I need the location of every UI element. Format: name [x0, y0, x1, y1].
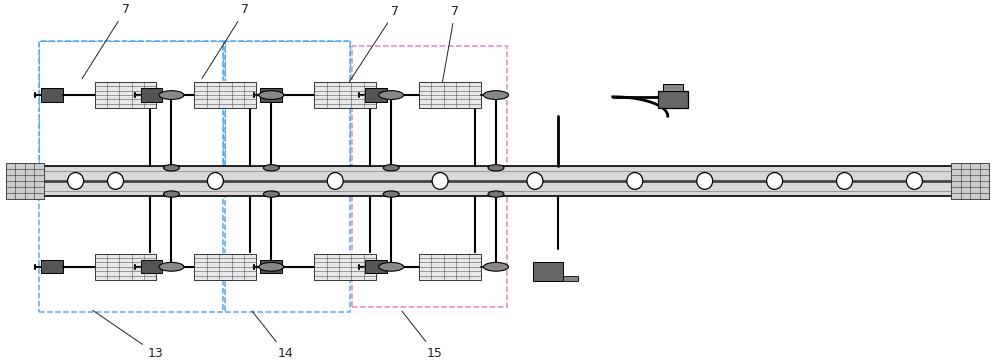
Ellipse shape: [263, 191, 279, 197]
Bar: [141, 88, 162, 102]
Bar: [191, 253, 259, 281]
Bar: [419, 82, 481, 108]
Bar: [311, 253, 379, 281]
Bar: [39, 41, 223, 312]
Ellipse shape: [159, 91, 184, 100]
Ellipse shape: [259, 262, 284, 271]
Ellipse shape: [327, 173, 343, 189]
Ellipse shape: [163, 165, 179, 171]
Bar: [141, 260, 162, 273]
Ellipse shape: [68, 173, 84, 189]
Bar: [658, 91, 688, 108]
Ellipse shape: [488, 165, 504, 171]
Bar: [95, 82, 156, 108]
Bar: [365, 260, 387, 273]
Ellipse shape: [383, 191, 399, 197]
Bar: [225, 41, 350, 172]
Text: 7: 7: [82, 3, 130, 79]
Bar: [311, 81, 379, 109]
Bar: [416, 81, 484, 109]
Bar: [39, 41, 223, 172]
Bar: [419, 254, 481, 280]
Bar: [41, 166, 954, 196]
Bar: [563, 275, 578, 281]
Bar: [41, 260, 63, 273]
Ellipse shape: [627, 173, 643, 189]
Ellipse shape: [159, 262, 184, 271]
Bar: [6, 163, 44, 199]
Text: 13: 13: [93, 311, 163, 360]
Ellipse shape: [207, 173, 223, 189]
Bar: [41, 88, 63, 102]
Ellipse shape: [163, 191, 179, 197]
Ellipse shape: [432, 173, 448, 189]
Bar: [352, 46, 507, 307]
Bar: [260, 260, 282, 273]
Bar: [533, 262, 563, 281]
Ellipse shape: [383, 165, 399, 171]
Bar: [92, 81, 159, 109]
Bar: [191, 81, 259, 109]
Ellipse shape: [263, 165, 279, 171]
Text: 14: 14: [252, 311, 293, 360]
Text: 7: 7: [202, 3, 249, 79]
Ellipse shape: [837, 173, 853, 189]
Bar: [95, 254, 156, 280]
Bar: [365, 88, 387, 102]
Bar: [225, 41, 350, 312]
Ellipse shape: [259, 91, 284, 100]
Ellipse shape: [527, 173, 543, 189]
Bar: [92, 253, 159, 281]
Bar: [314, 82, 376, 108]
Bar: [663, 84, 683, 91]
Bar: [416, 253, 484, 281]
Ellipse shape: [697, 173, 713, 189]
Bar: [951, 163, 989, 199]
Bar: [314, 254, 376, 280]
Ellipse shape: [767, 173, 783, 189]
Text: 7: 7: [347, 5, 399, 86]
Ellipse shape: [488, 191, 504, 197]
Ellipse shape: [484, 262, 508, 271]
Ellipse shape: [484, 91, 508, 100]
Ellipse shape: [379, 262, 404, 271]
Bar: [194, 82, 256, 108]
Ellipse shape: [906, 173, 922, 189]
Bar: [194, 254, 256, 280]
Text: 15: 15: [402, 311, 443, 360]
Ellipse shape: [379, 91, 404, 100]
Ellipse shape: [108, 173, 124, 189]
Text: 7: 7: [441, 5, 459, 92]
Bar: [260, 88, 282, 102]
